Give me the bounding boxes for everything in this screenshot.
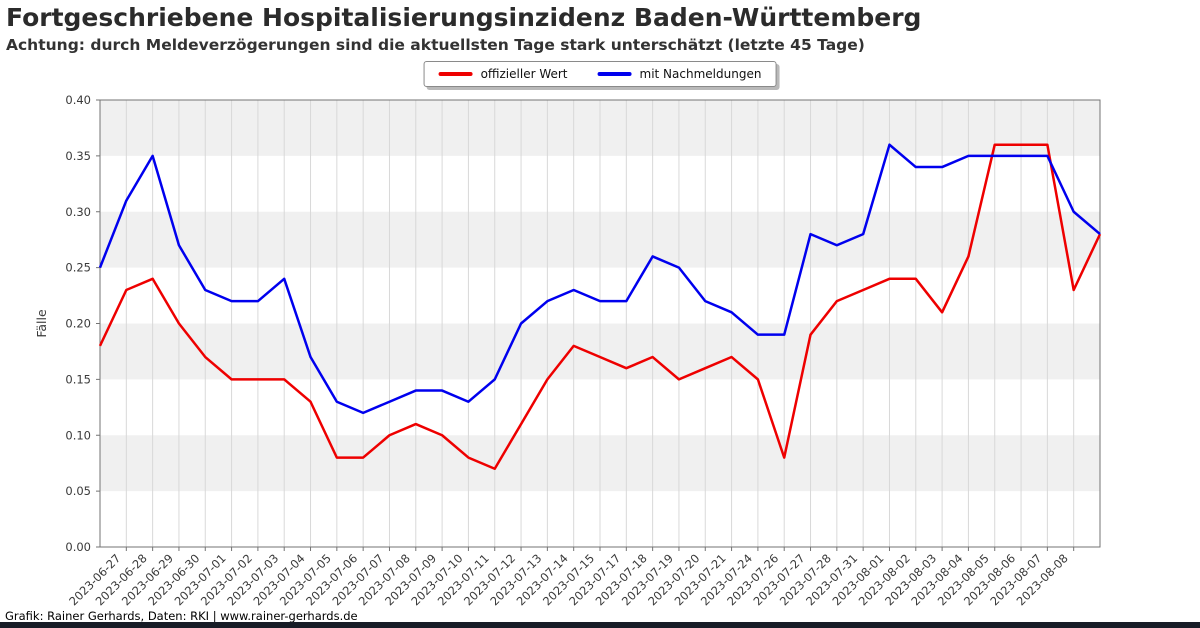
blue-line-swatch-icon xyxy=(597,72,632,76)
series-offizieller-wert xyxy=(98,143,1102,471)
legend-item-mit-nachmeldungen: mit Nachmeldungen xyxy=(597,67,762,81)
svg-text:0.20: 0.20 xyxy=(65,317,91,331)
svg-text:0.10: 0.10 xyxy=(65,428,91,442)
svg-text:0.40: 0.40 xyxy=(65,93,91,107)
svg-text:0.35: 0.35 xyxy=(65,149,91,163)
svg-text:0.30: 0.30 xyxy=(65,205,91,219)
series-mit-nachmeldungen xyxy=(98,143,1101,415)
bottom-accent-bar xyxy=(0,622,1200,628)
legend: offizieller Wert mit Nachmeldungen xyxy=(423,61,777,87)
svg-text:0.25: 0.25 xyxy=(65,261,91,275)
svg-text:0.05: 0.05 xyxy=(65,484,91,498)
red-line-swatch-icon xyxy=(438,72,473,76)
x-gridlines xyxy=(125,100,1075,547)
legend-label: offizieller Wert xyxy=(480,67,568,81)
x-axis-labels: 2023-06-272023-06-282023-06-292023-06-30… xyxy=(66,551,1071,608)
svg-text:0.00: 0.00 xyxy=(65,540,91,554)
legend-item-offizieller-wert: offizieller Wert xyxy=(438,67,568,81)
legend-label: mit Nachmeldungen xyxy=(639,67,762,81)
y-axis-title: Fälle xyxy=(34,309,49,338)
svg-text:0.15: 0.15 xyxy=(65,372,91,386)
footer-credit: Grafik: Rainer Gerhards, Daten: RKI | ww… xyxy=(5,609,358,623)
page-title: Fortgeschriebene Hospitalisierungsinzide… xyxy=(6,3,922,32)
y-axis-labels: 0.00 0.05 0.10 0.15 0.20 0.25 0.30 0.35 0.40 xyxy=(65,93,91,554)
tick-marks xyxy=(96,99,1075,551)
page-subtitle: Achtung: durch Meldeverzögerungen sind d… xyxy=(6,36,865,54)
